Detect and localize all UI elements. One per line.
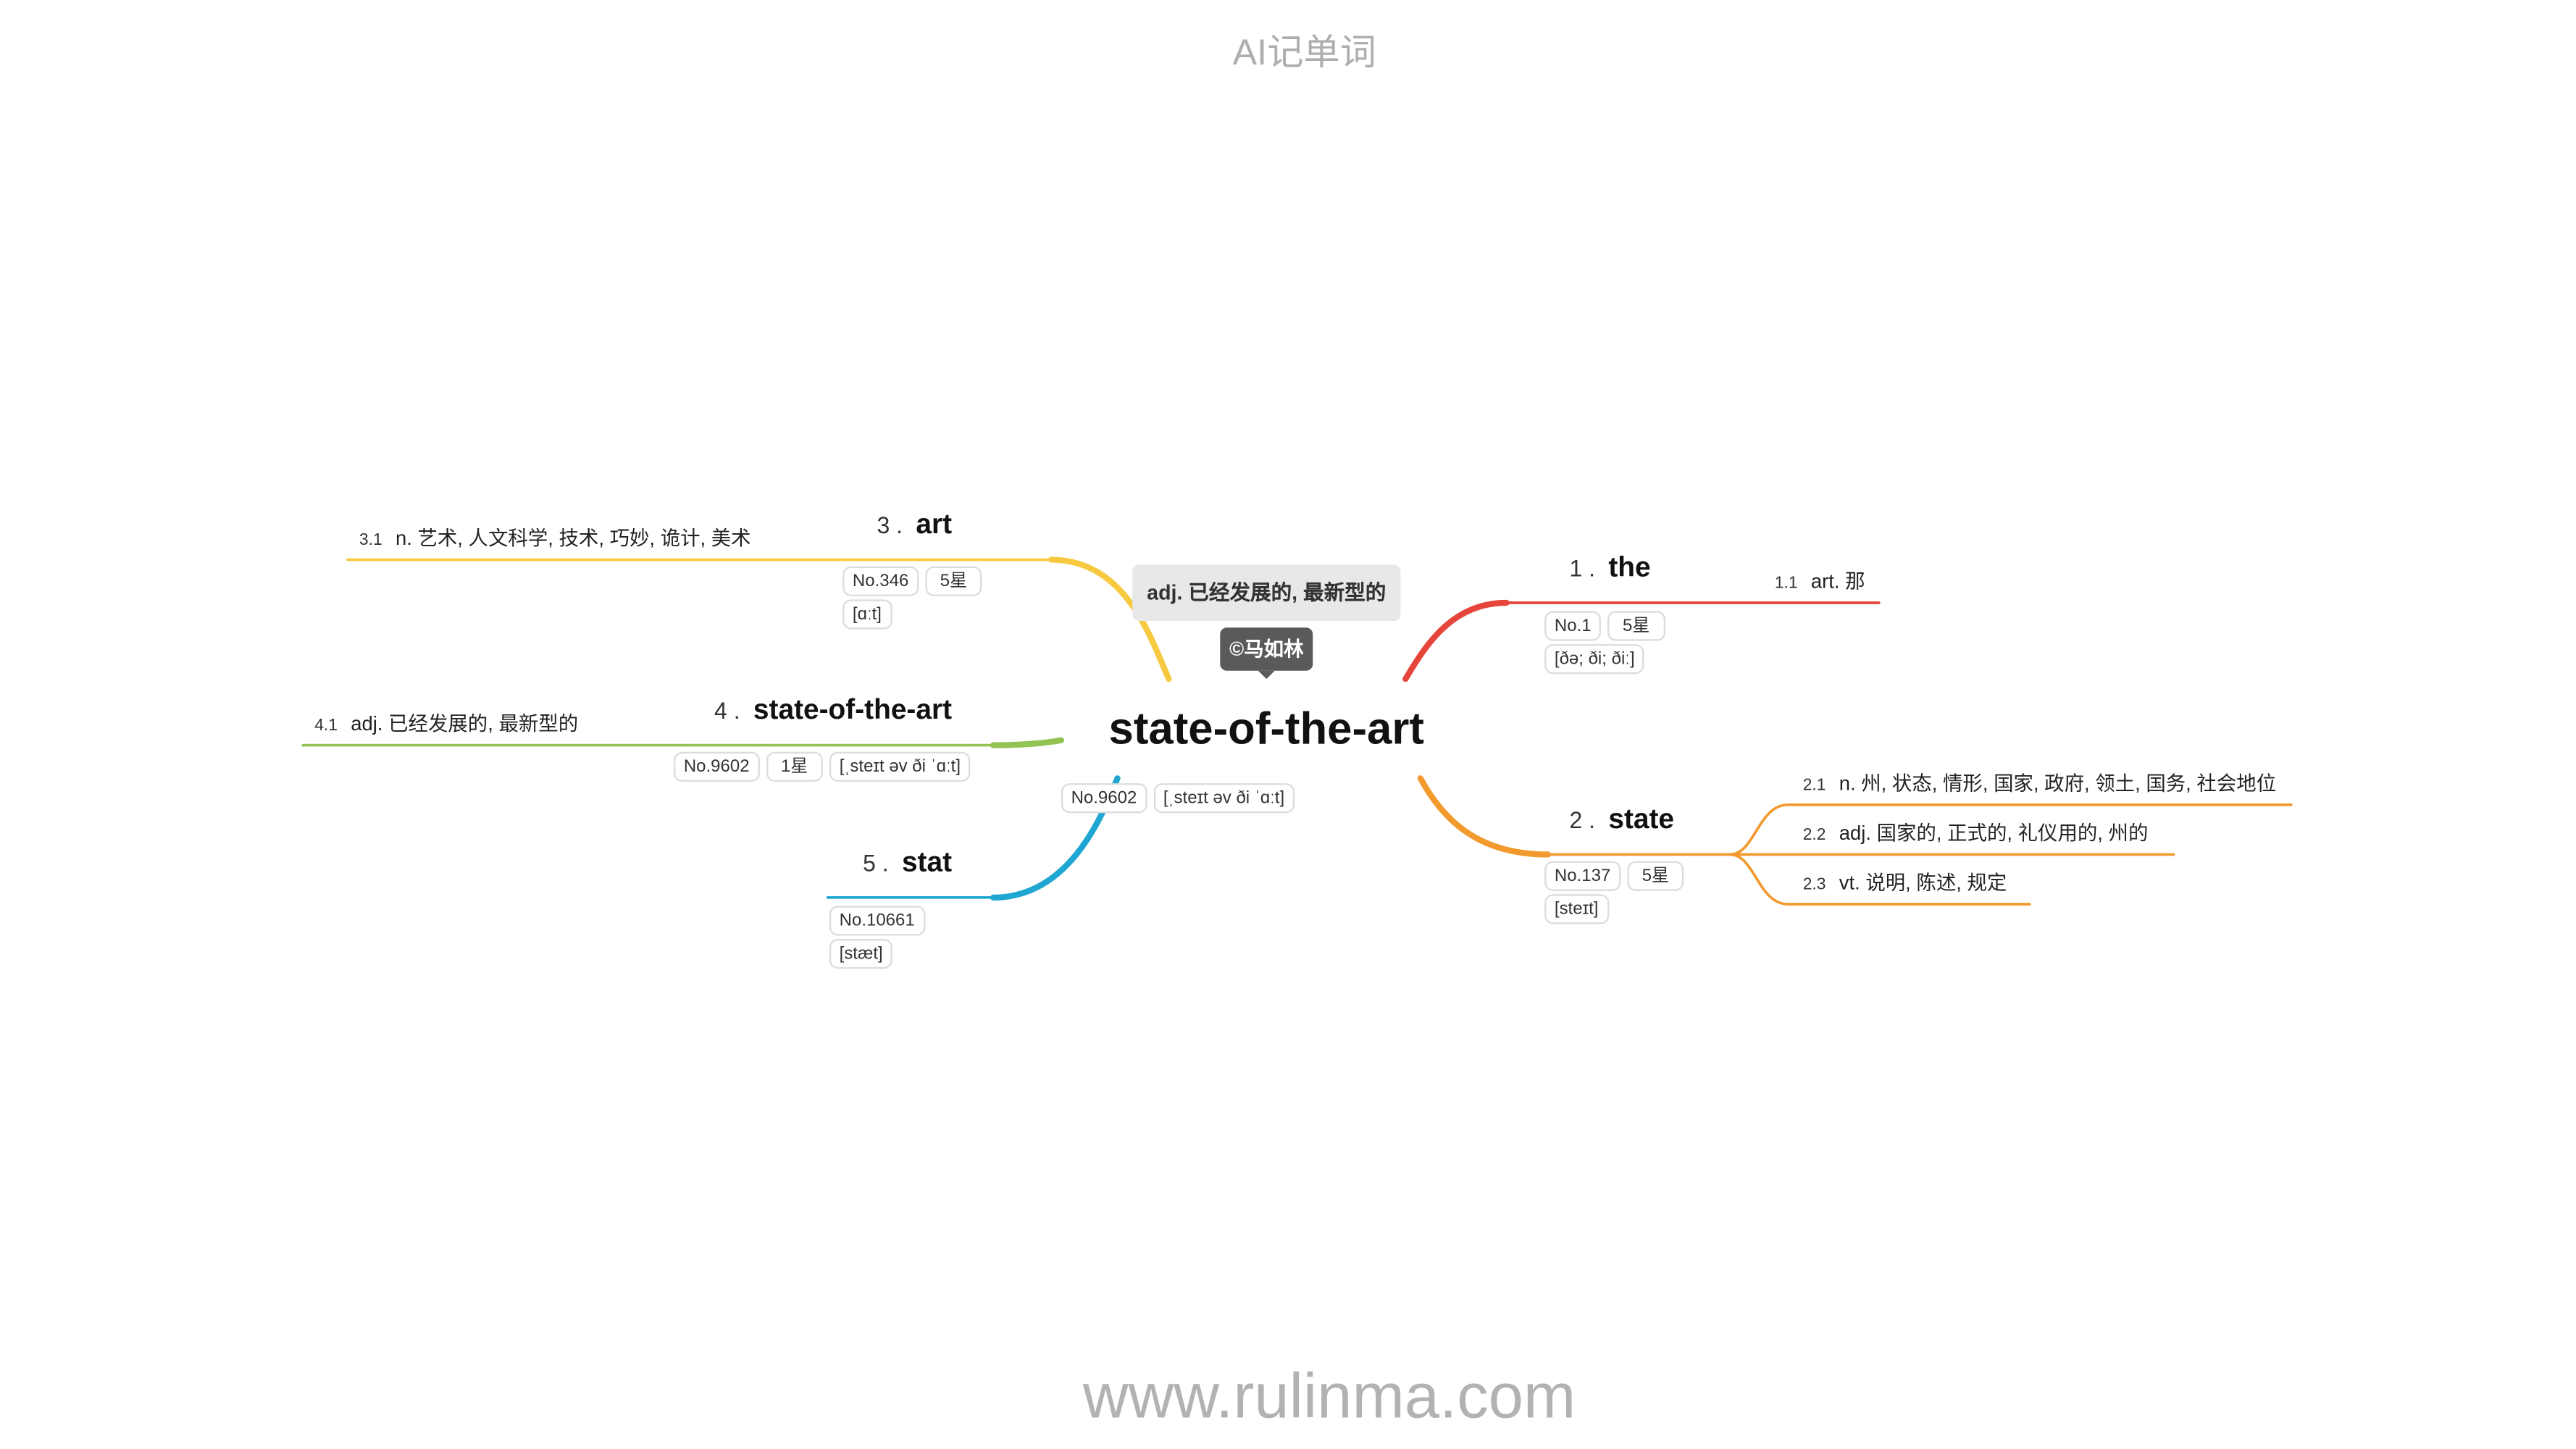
topic-word: stat [901,845,953,878]
author-text: ©马如林 [1229,637,1304,661]
site-watermark: www.rulinma.com [1082,1363,1576,1433]
meta-row: No.1 5星 [1544,611,1665,641]
stars-badge: 5星 [1607,611,1665,641]
sense-item[interactable]: 4.1 adj. 已经发展的, 最新型的 [314,711,578,740]
sense-number: 4.1 [314,717,338,735]
phonetic-badge: [ˌsteɪt əv ði ˈɑːt] [1153,783,1295,814]
sense-text: n. 州, 状态, 情形, 国家, 政府, 领土, 国务, 社会地位 [1839,772,2277,796]
sense-2-1-line [1728,803,2293,856]
phonetic-badge: [ðə; ði; ðiː] [1544,644,1645,675]
meta-row: No.9602 1星 [ˌsteɪt əv ði ˈɑːt] [674,751,971,782]
rank-badge: No.137 [1544,861,1621,891]
meta-row: No.137 5星 [1544,861,1684,891]
sense-item[interactable]: 2.1 n. 州, 状态, 情形, 国家, 政府, 领土, 国务, 社会地位 [1803,770,2276,800]
branch-topic-the[interactable]: 1 . the [1569,551,1650,585]
phonetic-badge: [stæt] [829,938,893,969]
stars-badge: 5星 [925,566,982,596]
topic-word: state [1608,803,1675,835]
branch-1-meta: No.1 5星 [ðə; ði; ðiː] [1544,611,1665,675]
central-note-box: adj. 已经发展的, 最新型的 [1132,564,1401,622]
topic-index: 5 . [863,849,889,877]
rank-badge: No.9602 [1061,783,1147,814]
meta-row: No.346 5星 [842,566,982,596]
central-topic[interactable]: state-of-the-art [1018,702,1515,755]
topic-index: 2 . [1569,806,1596,833]
sense-number: 2.1 [1802,776,1826,796]
phonetic-badge: [steɪt] [1544,894,1609,924]
central-meta-row: No.9602 [ˌsteɪt əv ði ˈɑːt] [1061,783,1295,814]
sense-number: 2.2 [1802,826,1826,845]
topic-word: art [916,508,953,540]
stars-badge: 1星 [766,751,823,782]
central-word: state-of-the-art [1108,703,1424,753]
branch-topic-stat[interactable]: 5 . stat [703,846,952,880]
central-meta: No.9602 [ˌsteɪt əv ði ˈɑːt] [1061,783,1295,814]
branch-topic-art[interactable]: 3 . art [703,509,952,542]
sense-item[interactable]: 3.1 n. 艺术, 人文科学, 技术, 巧妙, 诡计, 美术 [359,525,751,555]
topic-index: 3 . [877,511,903,538]
branch-1-trunk [1402,599,1510,682]
rank-badge: No.10661 [829,906,925,936]
central-note-text: adj. 已经发展的, 最新型的 [1147,581,1387,605]
topic-index: 1 . [1569,554,1596,582]
branch-2-trunk [1417,775,1551,858]
meta-row: [ðə; ði; ðiː] [1544,644,1665,675]
topic-word: state-of-the-art [753,693,953,726]
page-title: AI记单词 [1232,31,1376,73]
rank-badge: No.1 [1544,611,1602,641]
sense-number: 3.1 [359,531,382,550]
branch-4-meta: No.9602 1星 [ˌsteɪt əv ði ˈɑːt] [674,751,971,782]
topic-index: 4 . [714,697,740,724]
branch-topic-state[interactable]: 2 . state [1569,803,1674,837]
sense-item[interactable]: 2.2 adj. 国家的, 正式的, 礼仪用的, 州的 [1803,819,2149,849]
sense-item[interactable]: 2.3 vt. 说明, 陈述, 规定 [1803,869,2007,899]
branch-4-trunk [990,737,1064,748]
phonetic-badge: [ˌsteɪt əv ði ˈɑːt] [829,751,971,782]
branch-3-trunk [1048,556,1172,682]
branch-2-meta: No.137 5星 [steɪt] [1544,861,1684,924]
branch-5-meta: No.10661 [stæt] [829,906,925,969]
meta-row: No.10661 [829,906,925,936]
meta-row: [ɑːt] [842,599,982,630]
rank-badge: No.9602 [674,751,760,782]
sense-2-3-line [1728,853,2031,906]
topic-word: the [1608,551,1651,583]
author-badge: ©马如林 [1220,627,1313,680]
sense-item[interactable]: 1.1 art. 那 [1775,568,1865,598]
sense-number: 2.3 [1802,876,1826,895]
meta-row: [stæt] [829,938,925,969]
sense-text: adj. 国家的, 正式的, 礼仪用的, 州的 [1839,821,2149,845]
branch-topic-state-of-the-art[interactable]: 4 . state-of-the-art [455,694,952,727]
meta-row: [steɪt] [1544,894,1684,924]
sense-text: art. 那 [1810,569,1865,593]
branch-3-meta: No.346 5星 [ɑːt] [842,566,982,630]
sense-text: n. 艺术, 人文科学, 技术, 巧妙, 诡计, 美术 [395,526,751,550]
sense-number: 1.1 [1774,575,1798,593]
stars-badge: 5星 [1627,861,1684,891]
phonetic-badge: [ɑːt] [842,599,892,630]
sense-text: vt. 说明, 陈述, 规定 [1839,871,2007,895]
sense-text: adj. 已经发展的, 最新型的 [351,711,579,735]
rank-badge: No.346 [842,566,919,596]
